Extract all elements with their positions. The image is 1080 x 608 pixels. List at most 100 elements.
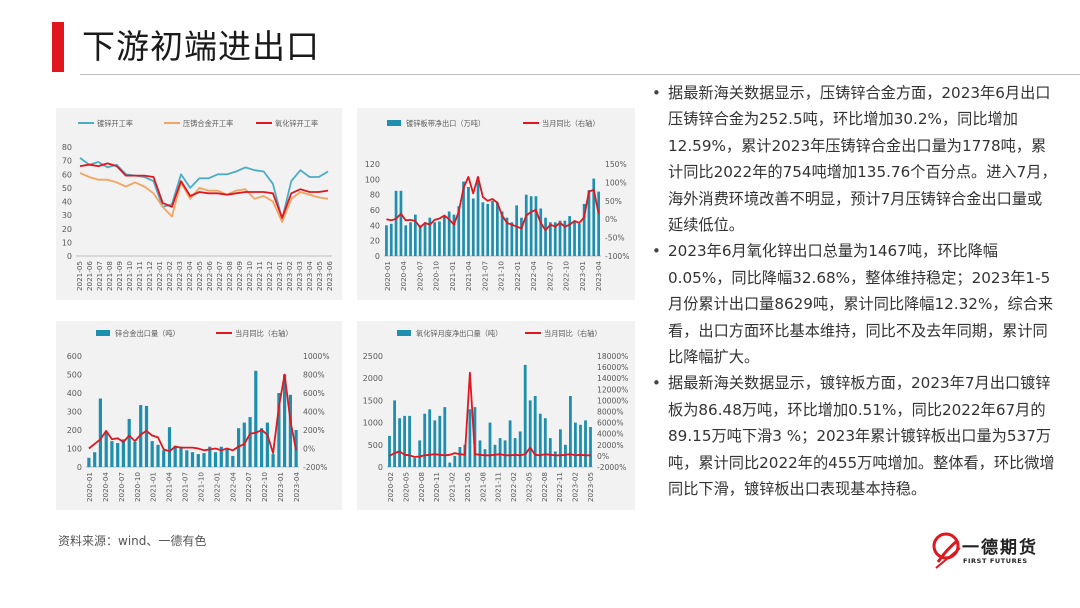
x-tick-label: 2022-07 (215, 261, 224, 291)
y-tick-label: 20 (62, 225, 72, 234)
bar (573, 220, 576, 256)
bar (423, 223, 427, 256)
bar (254, 370, 258, 467)
x-tick-label: 2020-07 (117, 472, 126, 502)
x-tick-label: 2022-04 (185, 261, 194, 291)
bar (265, 422, 269, 467)
bar (558, 220, 562, 256)
bar (150, 441, 154, 467)
bar (404, 225, 408, 256)
bar (471, 198, 475, 256)
bar (524, 194, 528, 256)
y2-tick-label: 8000% (597, 408, 624, 417)
bar (476, 177, 480, 256)
bar (413, 458, 417, 467)
logo-name-en: FIRST FUTURES (963, 557, 1028, 565)
y2-tick-label: 0% (605, 215, 617, 224)
x-tick-label: 2021-10 (125, 261, 134, 291)
y2-tick-label: 400% (303, 408, 325, 417)
bar (587, 190, 591, 256)
x-tick-label: 2023-03 (295, 261, 304, 291)
y-tick-label: 0 (378, 463, 383, 472)
y2-tick-label: 200% (303, 426, 325, 435)
bar (394, 190, 398, 256)
bar (498, 438, 502, 467)
series-line (79, 172, 329, 223)
x-tick-label: 2020-10 (133, 472, 142, 502)
bar (559, 429, 562, 467)
y2-tick-label: -50% (605, 234, 625, 243)
bar (414, 214, 417, 256)
x-tick-label: 2022-01 (513, 261, 522, 291)
y-tick-label: 10 (62, 238, 72, 247)
bar (467, 187, 470, 256)
legend-label: 当月同比（右轴） (544, 329, 602, 338)
bar (520, 217, 523, 256)
bar (553, 451, 557, 467)
bullet-item: • 2023年6月氧化锌出口总量为1467吨，环比降幅0.05%，同比降幅32.6… (652, 238, 1057, 370)
bullet-list: • 据最新海关数据显示，压铸锌合金方面，2023年6月出口压铸锌合金为252.5吨… (652, 80, 1057, 503)
x-tick-label: 2021-12 (145, 261, 154, 291)
bar (202, 453, 206, 467)
y2-tick-label: 800% (303, 371, 325, 380)
x-tick-label: 2022-06 (205, 261, 214, 291)
x-tick-label: 2022-11 (255, 261, 264, 291)
bullet-text: 据最新海关数据显示，镀锌板方面，2023年7月出口镀锌板为86.48万吨，环比增… (668, 374, 1055, 499)
bar (433, 222, 436, 256)
bar (428, 217, 432, 256)
x-tick-label: 2022-10 (562, 261, 571, 291)
x-tick-label: 2022-01 (155, 261, 164, 291)
x-tick-label: 2023-01 (578, 261, 587, 291)
y2-tick-label: 12000% (597, 385, 628, 394)
x-tick-label: 2021-10 (196, 472, 205, 502)
bar (496, 202, 499, 256)
x-tick-label: 2020-07 (415, 261, 424, 291)
x-tick-label: 2020-11 (432, 472, 441, 502)
bar (213, 452, 218, 467)
y-tick-label: 0 (67, 252, 72, 261)
bar (486, 203, 490, 256)
bar (579, 424, 582, 467)
bar (403, 415, 406, 467)
bar (231, 455, 235, 467)
x-tick-label: 2022-12 (265, 261, 274, 291)
bullet-icon: • (652, 242, 661, 261)
y-tick-label: 80 (370, 191, 380, 200)
y2-tick-label: 2000% (597, 441, 624, 450)
x-tick-label: 2023-01 (276, 472, 285, 502)
bar (127, 418, 131, 467)
bar (483, 449, 487, 467)
bar (534, 196, 538, 256)
bar (448, 462, 452, 467)
y2-tick-label: -200% (303, 463, 327, 472)
y-tick-label: 500 (368, 441, 383, 450)
bar (443, 216, 446, 256)
y-tick-label: 0 (375, 252, 380, 261)
logo-mark-icon (932, 532, 961, 569)
page-title: 下游初端进出口 (82, 27, 320, 66)
bullet-text: 据最新海关数据显示，压铸锌合金方面，2023年6月出口压铸锌合金为252.5吨，… (668, 84, 1057, 235)
bar (493, 444, 497, 467)
y-tick-label: 300 (67, 408, 82, 417)
x-tick-label: 2022-07 (545, 261, 554, 291)
bar (563, 220, 567, 256)
bar (529, 196, 533, 256)
bar (277, 393, 281, 467)
x-tick-label: 2023-01 (275, 261, 284, 291)
y2-tick-label: 16000% (597, 363, 628, 372)
x-tick-label: 2021-08 (478, 472, 487, 502)
x-tick-label: 2021-07 (95, 261, 104, 291)
bar (428, 409, 432, 467)
chart-zinc-alloy-export: 锌合金出口量（吨） 当月同比（右轴） 0 100 200 300 400 500 600 -200… (56, 321, 342, 510)
y-tick-label: 400 (67, 389, 82, 398)
y-tick-label: 40 (370, 221, 380, 230)
title-accent-bar (52, 22, 64, 72)
legend-label: 当月同比（右轴） (542, 119, 600, 128)
x-tick-label: 2022-04 (228, 472, 237, 502)
bullet-text: 2023年6月氧化锌出口总量为1467吨，环比降幅0.05%，同比降幅32.68… (668, 242, 1054, 367)
y2-tick-label: 6000% (597, 419, 624, 428)
bar (418, 440, 422, 467)
x-tick-label: 2022-10 (260, 472, 269, 502)
bar (185, 450, 189, 467)
y-tick-label: 60 (370, 206, 380, 215)
